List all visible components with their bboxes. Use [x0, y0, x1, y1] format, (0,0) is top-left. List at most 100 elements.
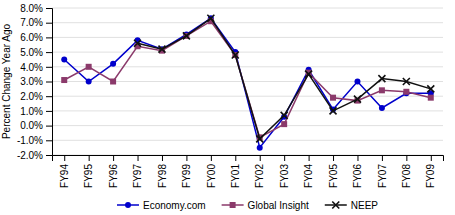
- point-group: [427, 85, 434, 92]
- y-axis-line: [46, 9, 53, 156]
- plot: -2.0%-1.0%0.0%1.0%2.0%3.0%4.0%5.0%6.0%7.…: [1, 3, 444, 188]
- point: [183, 32, 190, 39]
- point-group: [110, 79, 116, 85]
- point-group: [183, 32, 190, 39]
- x-tick-label: FY94: [59, 164, 70, 188]
- point: [403, 89, 409, 95]
- point: [354, 79, 360, 85]
- point-group: [354, 79, 360, 85]
- point-group: [379, 87, 385, 93]
- point: [61, 56, 67, 62]
- x-tick: FY09: [425, 155, 436, 188]
- point-group: [281, 121, 287, 127]
- x-tick-mark: [260, 155, 261, 161]
- point: [354, 96, 361, 103]
- point: [330, 107, 337, 114]
- x-tick-mark: [138, 155, 139, 161]
- legend-marker-group: [332, 202, 339, 209]
- legend-item: Global Insight: [222, 200, 309, 211]
- x-tick-mark: [309, 155, 310, 161]
- series: [134, 15, 434, 143]
- point-group: [403, 78, 410, 85]
- x-tick-mark: [406, 155, 407, 161]
- x-tick-mark: [284, 155, 285, 161]
- x-tick-mark: [113, 155, 114, 161]
- point: [281, 121, 287, 127]
- legend-marker-group: [230, 202, 236, 208]
- x-tick: FY07: [377, 155, 388, 188]
- point: [256, 135, 263, 142]
- y-tick-label: 5.0%: [20, 47, 43, 58]
- y-tick: 0.0%: [20, 120, 52, 131]
- x-tick: FY97: [132, 155, 143, 188]
- x-tick-label: FY04: [303, 164, 314, 188]
- y-tick: 5.0%: [20, 47, 52, 58]
- y-tick-mark: [46, 67, 52, 68]
- y-tick: 7.0%: [20, 17, 52, 28]
- x-tick-mark: [333, 155, 334, 161]
- point: [232, 52, 239, 59]
- y-axis: -2.0%-1.0%0.0%1.0%2.0%3.0%4.0%5.0%6.0%7.…: [17, 3, 53, 161]
- point-group: [305, 71, 312, 78]
- y-tick: 8.0%: [20, 3, 52, 14]
- x-tick: FY96: [108, 155, 119, 188]
- x-axis: FY94FY95FY96FY97FY98FY99FY00FY01FY02FY03…: [53, 155, 444, 188]
- point: [110, 61, 116, 67]
- y-tick-label: 3.0%: [20, 76, 43, 87]
- x-tick: FY00: [206, 155, 217, 188]
- point-group: [378, 75, 385, 82]
- point-group: [354, 96, 361, 103]
- point-group: [207, 15, 214, 22]
- x-tick-mark: [162, 155, 163, 161]
- x-tick: FY99: [181, 155, 192, 188]
- grid-line: [52, 125, 443, 126]
- grid-line: [52, 140, 443, 141]
- point: [86, 79, 92, 85]
- point-group: [61, 77, 67, 83]
- point-group: [330, 107, 337, 114]
- point-group: [281, 112, 288, 119]
- y-tick: -1.0%: [17, 135, 52, 146]
- x-tick: FY08: [401, 155, 412, 188]
- y-tick-label: 2.0%: [20, 91, 43, 102]
- point: [134, 40, 141, 47]
- point: [183, 33, 189, 39]
- x-tick-mark: [64, 155, 65, 161]
- point: [330, 95, 336, 101]
- grid-line: [52, 52, 443, 53]
- point-group: [158, 46, 165, 53]
- y-tick: -2.0%: [17, 150, 52, 161]
- legend-label: Global Insight: [248, 200, 309, 211]
- point: [379, 105, 385, 111]
- y-tick-mark: [46, 52, 52, 53]
- legend-label: Economy.com: [143, 200, 206, 211]
- point: [110, 79, 116, 85]
- x-tick-label: FY05: [328, 164, 339, 188]
- y-tick-label: 7.0%: [20, 17, 43, 28]
- y-tick-mark: [46, 155, 52, 156]
- y-tick-mark: [46, 126, 52, 127]
- legend-marker: [125, 202, 131, 208]
- x-tick-mark: [382, 155, 383, 161]
- point-group: [61, 56, 67, 62]
- x-tick-mark: [89, 155, 90, 161]
- x-tick-label: FY02: [254, 164, 265, 188]
- y-tick-mark: [46, 140, 52, 141]
- point: [428, 95, 434, 101]
- point-group: [257, 145, 263, 151]
- legend-item: Economy.com: [117, 200, 206, 211]
- x-tick-label: FY07: [377, 164, 388, 188]
- x-tick: FY06: [352, 155, 363, 188]
- grid-line: [52, 8, 443, 9]
- legend-label: NEEP: [351, 200, 379, 211]
- point-group: [379, 105, 385, 111]
- x-tick-label: FY01: [230, 164, 241, 188]
- chart: -2.0%-1.0%0.0%1.0%2.0%3.0%4.0%5.0%6.0%7.…: [0, 0, 455, 215]
- y-tick-mark: [46, 8, 52, 9]
- point-group: [86, 64, 92, 70]
- y-tick-mark: [46, 37, 52, 38]
- x-tick-label: FY00: [206, 164, 217, 188]
- series-line: [64, 18, 431, 147]
- x-tick-label: FY95: [83, 164, 94, 188]
- y-tick-mark: [46, 23, 52, 24]
